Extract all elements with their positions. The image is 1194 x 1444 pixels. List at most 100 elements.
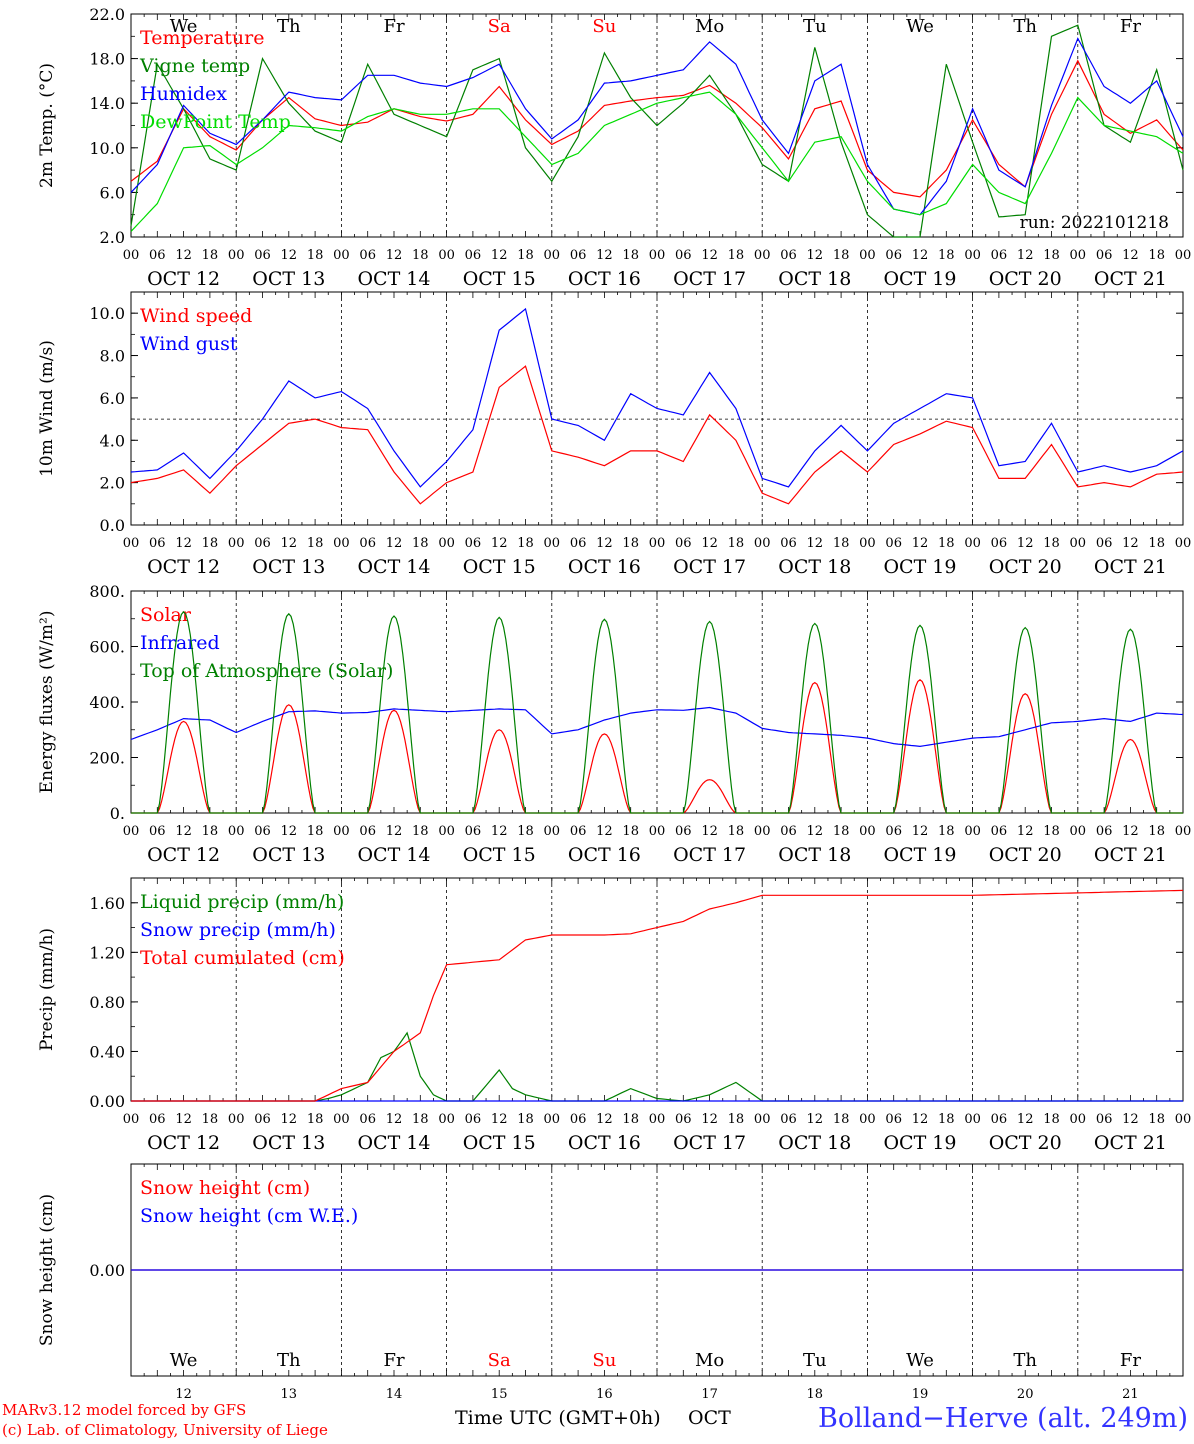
hour-tick-label: 18 <box>1148 248 1165 263</box>
hour-tick-label: 00 <box>228 824 245 839</box>
model-credit: MARv3.12 model forced by GFS <box>2 1401 246 1419</box>
hour-tick-label: 06 <box>885 1112 902 1127</box>
hour-tick-label: 00 <box>1070 1112 1087 1127</box>
weekday-label: Su <box>592 16 616 37</box>
hour-tick-label: 00 <box>754 1112 771 1127</box>
hour-tick-label: 18 <box>412 1112 429 1127</box>
y-tick-label: 200. <box>89 749 125 768</box>
hour-tick-label: 12 <box>807 248 824 263</box>
hour-tick-label: 18 <box>307 536 324 551</box>
weekday-label: Fr <box>1120 1350 1141 1371</box>
hour-tick-label: 06 <box>675 248 692 263</box>
date-label: OCT 18 <box>778 844 851 866</box>
hour-tick-label: 00 <box>544 1112 561 1127</box>
hour-tick-label: 00 <box>544 824 561 839</box>
date-label: OCT 17 <box>673 1132 746 1154</box>
hour-tick-label: 00 <box>438 536 455 551</box>
y-tick-label: 0.40 <box>89 1042 125 1061</box>
weekday-label: Fr <box>383 1350 404 1371</box>
date-label: OCT 13 <box>252 844 325 866</box>
legend-entry: Temperature <box>140 27 264 49</box>
date-label: OCT 19 <box>883 1132 956 1154</box>
hour-tick-label: 12 <box>491 536 508 551</box>
hour-tick-label: 06 <box>780 536 797 551</box>
hour-tick-label: 18 <box>307 1112 324 1127</box>
hour-tick-label: 06 <box>465 1112 482 1127</box>
weekday-label: We <box>906 1350 934 1371</box>
hour-tick-label: 18 <box>622 248 639 263</box>
y-tick-label: 10.0 <box>89 304 125 323</box>
hour-tick-label: 12 <box>1017 536 1034 551</box>
y-tick-label: 2.0 <box>100 228 125 247</box>
hour-tick-label: 00 <box>859 824 876 839</box>
date-label: OCT 21 <box>1094 1132 1167 1154</box>
y-tick-label: 0.80 <box>89 993 125 1012</box>
weekday-label: Fr <box>1120 16 1141 37</box>
hour-tick-label: 06 <box>465 824 482 839</box>
legend-entry: Snow height (cm) <box>140 1177 310 1199</box>
legend-entry: Humidex <box>140 83 227 105</box>
hour-tick-label: 00 <box>544 248 561 263</box>
date-label: OCT 12 <box>147 844 220 866</box>
hour-tick-label: 18 <box>938 1112 955 1127</box>
hour-tick-label: 12 <box>596 824 613 839</box>
legend-entry: Snow precip (mm/h) <box>140 919 336 941</box>
hour-tick-label: 12 <box>175 248 192 263</box>
hour-tick-label: 06 <box>780 824 797 839</box>
weekday-label: Fr <box>383 16 404 37</box>
hour-tick-label: 12 <box>807 1112 824 1127</box>
date-label: OCT 18 <box>778 556 851 578</box>
date-label: OCT 14 <box>357 556 430 578</box>
hour-tick-label: 18 <box>938 824 955 839</box>
hour-tick-label: 12 <box>912 1112 929 1127</box>
hour-tick-label: 00 <box>964 1112 981 1127</box>
hour-tick-label: 18 <box>833 536 850 551</box>
weekday-label: Th <box>1013 1350 1037 1371</box>
hour-tick-label: 06 <box>149 248 166 263</box>
hour-tick-label: 00 <box>964 824 981 839</box>
hour-tick-label: 00 <box>333 536 350 551</box>
hour-tick-label: 18 <box>1043 248 1060 263</box>
hour-tick-label: 06 <box>359 824 376 839</box>
y-axis-label: 2m Temp. (°C) <box>37 63 57 188</box>
legend-entry: Snow height (cm W.E.) <box>140 1205 358 1227</box>
hour-tick-label: 06 <box>149 536 166 551</box>
hour-tick-label: 06 <box>885 536 902 551</box>
hour-tick-label: 12 <box>596 248 613 263</box>
hour-tick-label: 06 <box>254 248 271 263</box>
panel-2: 0.0 2.0 4.0 6.0 8.0 10.0 10m Wind (m/s) Wind sp… <box>37 291 1191 578</box>
hour-tick-label: 06 <box>149 824 166 839</box>
y-tick-label: 6.0 <box>100 389 125 408</box>
hour-tick-label: 12 <box>596 1112 613 1127</box>
hour-tick-label: 00 <box>754 248 771 263</box>
hour-tick-label: 18 <box>938 248 955 263</box>
hour-tick-label: 00 <box>333 248 350 263</box>
hour-tick-label: 06 <box>254 536 271 551</box>
series-line-infrared <box>130 706 1184 748</box>
hour-tick-label: 06 <box>1096 824 1113 839</box>
day-number-label: 12 <box>175 1387 192 1402</box>
y-axis-label: Snow height (cm) <box>37 1194 57 1346</box>
hour-tick-label: 12 <box>807 536 824 551</box>
hour-tick-label: 00 <box>123 1112 140 1127</box>
hour-tick-label: 00 <box>1070 536 1087 551</box>
y-tick-label: 0.00 <box>89 1261 125 1280</box>
hour-tick-label: 06 <box>991 536 1008 551</box>
day-number-label: 16 <box>596 1387 613 1402</box>
hour-tick-label: 12 <box>386 824 403 839</box>
hour-tick-label: 18 <box>517 1112 534 1127</box>
hour-tick-label: 18 <box>517 824 534 839</box>
hour-tick-label: 06 <box>991 824 1008 839</box>
hour-tick-label: 00 <box>333 824 350 839</box>
hour-tick-label: 18 <box>833 824 850 839</box>
hour-tick-label: 18 <box>517 536 534 551</box>
hour-tick-label: 12 <box>1122 1112 1139 1127</box>
weekday-label: Th <box>1013 16 1037 37</box>
hour-tick-label: 00 <box>859 536 876 551</box>
weekday-label: We <box>170 1350 198 1371</box>
hour-tick-label: 18 <box>833 248 850 263</box>
hour-tick-label: 18 <box>1043 824 1060 839</box>
hour-tick-label: 18 <box>1148 824 1165 839</box>
hour-tick-label: 06 <box>1096 536 1113 551</box>
day-number-label: 13 <box>281 1387 298 1402</box>
